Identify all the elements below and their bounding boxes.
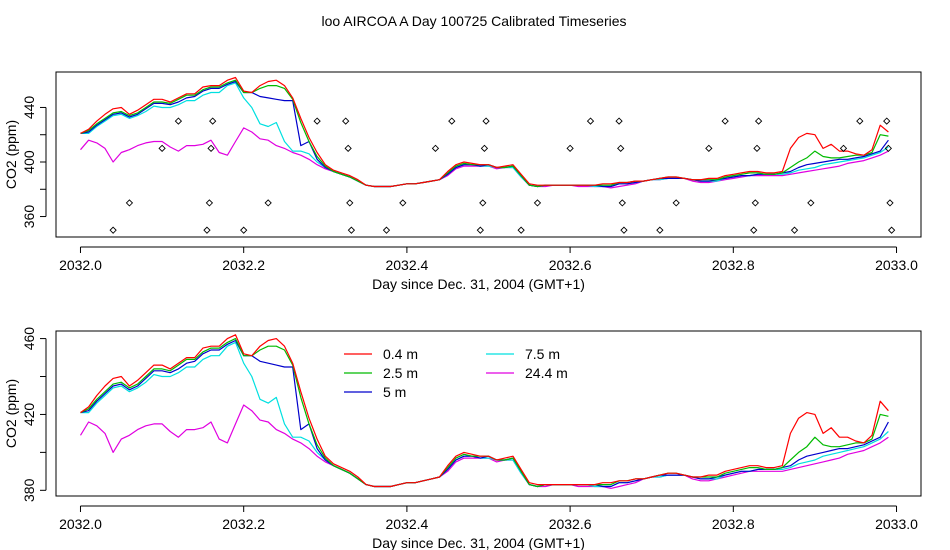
- valve-marker: [566, 144, 574, 153]
- valve-marker: [158, 144, 166, 153]
- x-tick-label: 2032.2: [222, 257, 265, 273]
- valve-marker: [753, 144, 761, 153]
- valve-marker: [240, 226, 248, 234]
- valve-marker: [533, 199, 542, 207]
- y-tick-label: 460: [21, 327, 37, 351]
- legend-label: 5 m: [383, 384, 406, 400]
- valve-marker: [109, 226, 117, 234]
- plot-area: [79, 334, 889, 489]
- valve-marker: [751, 199, 759, 207]
- valve-marker: [476, 226, 484, 234]
- valve-marker: [346, 199, 354, 207]
- valve-marker: [856, 117, 864, 125]
- panel-bottom: 2032.0 2032.2 2032.4 2032.6 2032.8 2033.0 Day …: [3, 327, 922, 550]
- series-line-0-4-m: [80, 334, 889, 488]
- x-tick-label: 2032.8: [712, 516, 755, 532]
- valve-marker: [721, 117, 729, 125]
- x-tick-label: 2033.0: [875, 516, 918, 532]
- valve-marker: [754, 117, 763, 125]
- valve-marker: [887, 226, 896, 234]
- series-line-5-m: [80, 339, 889, 488]
- plot-area: [80, 76, 896, 234]
- figure-title: loo AIRCOA A Day 100725 Calibrated Times…: [321, 13, 626, 29]
- y-axis-label: CO2 (ppm): [3, 379, 19, 448]
- valve-marker: [586, 117, 595, 125]
- valve-marker: [517, 226, 525, 234]
- valve-marker: [264, 199, 272, 207]
- x-tick-label: 2032.6: [549, 516, 592, 532]
- x-tick-label: 2032.0: [59, 257, 102, 273]
- x-tick-label: 2032.0: [59, 516, 102, 532]
- valve-marker: [347, 226, 356, 234]
- plot-frame: [55, 330, 922, 497]
- series-line-7-5-m: [80, 82, 889, 188]
- valve-marker: [205, 199, 214, 207]
- x-tick-label: 2032.2: [222, 516, 265, 532]
- valve-marker: [207, 144, 215, 153]
- y-tick-label: 440: [21, 96, 37, 120]
- valve-marker: [174, 117, 183, 125]
- valve-marker: [313, 117, 321, 125]
- y-tick-label: 400: [21, 150, 37, 174]
- x-axis-label: Day since Dec. 31, 2004 (GMT+1): [372, 535, 585, 550]
- valve-marker: [884, 144, 892, 153]
- valve-marker: [617, 144, 625, 153]
- valve-marker: [344, 144, 352, 153]
- series-line-5-m: [80, 80, 889, 188]
- valve-marker: [615, 117, 623, 125]
- valve-marker: [672, 199, 680, 207]
- x-tick-label: 2033.0: [875, 257, 918, 273]
- x-tick-label: 2032.4: [385, 257, 428, 273]
- y-tick-label: 420: [21, 403, 37, 427]
- plot-frame: [55, 71, 922, 238]
- y-axis-label: CO2 (ppm): [3, 120, 19, 189]
- valve-marker: [705, 144, 713, 153]
- valve-marker: [883, 117, 891, 125]
- legend-label: 24.4 m: [525, 365, 568, 381]
- y-tick-label: 380: [21, 478, 37, 502]
- series-line-24-4-m: [80, 127, 889, 189]
- valve-marker: [125, 199, 134, 207]
- valve-marker: [482, 117, 490, 125]
- legend-label: 7.5 m: [525, 346, 560, 362]
- legend-label: 2.5 m: [383, 365, 418, 381]
- valve-marker: [209, 117, 217, 125]
- valve-marker: [656, 226, 664, 234]
- valve-marker: [886, 199, 894, 207]
- valve-marker: [399, 199, 407, 207]
- x-tick-label: 2032.6: [549, 257, 592, 273]
- valve-marker: [382, 226, 391, 234]
- series-line-24-4-m: [79, 404, 889, 489]
- valve-marker: [618, 199, 626, 207]
- valve-marker: [448, 117, 456, 125]
- x-tick-label: 2032.8: [712, 257, 755, 273]
- valve-marker: [431, 144, 440, 153]
- valve-marker: [750, 226, 758, 234]
- valve-marker: [807, 199, 815, 207]
- valve-marker: [839, 144, 848, 153]
- series-line-7-5-m: [80, 341, 889, 488]
- y-tick-label: 360: [21, 205, 37, 229]
- valve-marker: [480, 144, 489, 153]
- valve-marker: [790, 226, 799, 234]
- panel-top: 2032.0 2032.2 2032.4 2032.6 2032.8 2033.0 Day …: [3, 71, 922, 292]
- series-line-0-4-m: [80, 76, 889, 188]
- x-axis-label: Day since Dec. 31, 2004 (GMT+1): [372, 276, 585, 292]
- valve-marker: [479, 199, 487, 207]
- legend-label: 0.4 m: [383, 346, 418, 362]
- valve-marker: [203, 226, 211, 234]
- valve-marker: [342, 117, 350, 125]
- valve-marker: [620, 226, 628, 234]
- x-tick-label: 2032.4: [385, 516, 428, 532]
